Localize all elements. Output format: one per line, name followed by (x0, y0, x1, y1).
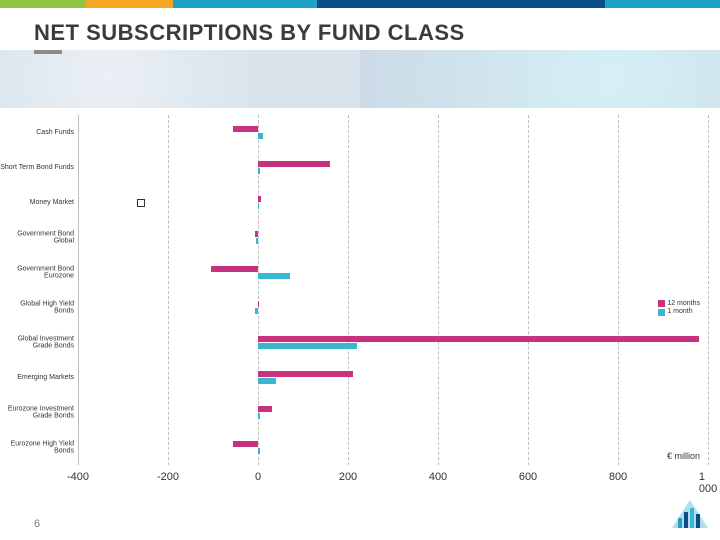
strip-seg (86, 0, 172, 8)
category-label: Global Investment Grade Bonds (0, 335, 74, 350)
bar-1m (258, 343, 357, 349)
bar-1m (258, 203, 259, 209)
title-underline (34, 50, 62, 54)
page-number: 6 (34, 518, 40, 530)
category-label: Money Market (0, 199, 74, 207)
header-band-right (360, 50, 720, 108)
strip-seg (0, 0, 86, 8)
grid-line (438, 115, 439, 465)
bar-12m (233, 441, 258, 447)
unit-label: € million (667, 451, 700, 461)
grid-line (708, 115, 709, 465)
category-label: Short Term Bond Funds (0, 164, 74, 172)
bar-12m (233, 126, 258, 132)
bar-1m (255, 308, 258, 314)
x-tick-label: 400 (429, 471, 447, 483)
bar-12m (258, 336, 699, 342)
x-tick-label: 200 (339, 471, 357, 483)
bar-12m (211, 266, 258, 272)
bar-1m (258, 168, 260, 174)
marker-square (137, 199, 145, 207)
legend-swatch (658, 309, 665, 316)
strip-seg (173, 0, 317, 8)
grid-line (168, 115, 169, 465)
strip-seg (605, 0, 720, 8)
bar-12m (258, 161, 330, 167)
legend-swatch (658, 300, 665, 307)
x-tick-label: 1 000 (699, 471, 717, 495)
bar-1m (258, 133, 263, 139)
y-axis-labels: Cash Funds Short Term Bond Funds Money Mar… (0, 115, 78, 465)
category-label: Government Bond Eurozone (0, 265, 74, 280)
legend: 12 months1 month (658, 300, 700, 317)
category-label: Government Bond Global (0, 230, 74, 245)
x-tick-label: 800 (609, 471, 627, 483)
grid-line (618, 115, 619, 465)
header-band (0, 50, 720, 108)
x-tick-label: 600 (519, 471, 537, 483)
bar-12m (258, 196, 261, 202)
bar-12m (258, 406, 272, 412)
x-tick-label: -400 (67, 471, 89, 483)
category-label: Global High Yield Bonds (0, 300, 74, 315)
category-label: Emerging Markets (0, 374, 74, 382)
header-band-left (0, 50, 360, 108)
page-title: NET SUBSCRIPTIONS BY FUND CLASS (34, 20, 465, 46)
grid-line (348, 115, 349, 465)
category-label: Eurozone High Yield Bonds (0, 440, 74, 455)
bar-1m (256, 238, 258, 244)
bar-12m (255, 231, 258, 237)
strip-seg (317, 0, 490, 8)
x-tick-label: -200 (157, 471, 179, 483)
legend-label: 12 months (667, 300, 700, 308)
plot-area: -400-20002004006008001 00012 months1 mon… (78, 115, 708, 465)
bar-1m (258, 378, 276, 384)
bar-12m (258, 301, 259, 307)
legend-item: 12 months (658, 300, 700, 308)
bar-1m (258, 413, 260, 419)
bar-1m (258, 273, 290, 279)
bar-12m (258, 371, 353, 377)
legend-label: 1 month (667, 308, 692, 316)
grid-line (78, 115, 79, 465)
bar-1m (258, 448, 260, 454)
top-accent-strip (0, 0, 720, 8)
chart: Cash Funds Short Term Bond Funds Money Mar… (0, 115, 720, 495)
category-label: Eurozone Investment Grade Bonds (0, 405, 74, 420)
brand-logo (672, 500, 708, 532)
logo-icon (672, 500, 708, 532)
strip-seg (490, 0, 605, 8)
grid-line (528, 115, 529, 465)
category-label: Cash Funds (0, 129, 74, 137)
slide: NET SUBSCRIPTIONS BY FUND CLASS Cash Fun… (0, 0, 720, 540)
legend-item: 1 month (658, 308, 700, 316)
x-tick-label: 0 (255, 471, 261, 483)
